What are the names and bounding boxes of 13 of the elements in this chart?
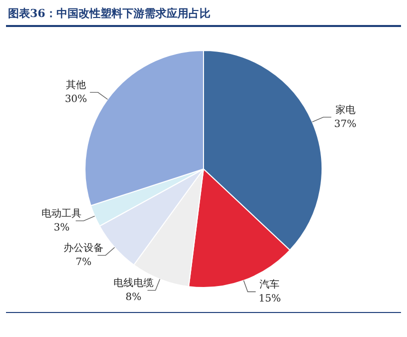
data-label: 7% bbox=[76, 256, 92, 268]
slice-label: 其他 bbox=[66, 78, 86, 91]
data-label: 30% bbox=[64, 94, 88, 105]
data-label: 15% bbox=[258, 293, 281, 304]
data-label: 3% bbox=[54, 222, 70, 234]
slice-label: 电动工具 bbox=[42, 207, 82, 220]
slice-label: 电线电缆 bbox=[113, 276, 154, 289]
data-label: 8% bbox=[126, 292, 142, 303]
chart-title: 图表36：中国改性塑料下游需求应用占比 bbox=[8, 6, 210, 21]
slice-label: 家电 bbox=[335, 104, 356, 116]
slice-label: 办公设备 bbox=[64, 242, 104, 254]
slice-label: 汽车 bbox=[260, 278, 280, 290]
data-label: 37% bbox=[334, 118, 356, 130]
